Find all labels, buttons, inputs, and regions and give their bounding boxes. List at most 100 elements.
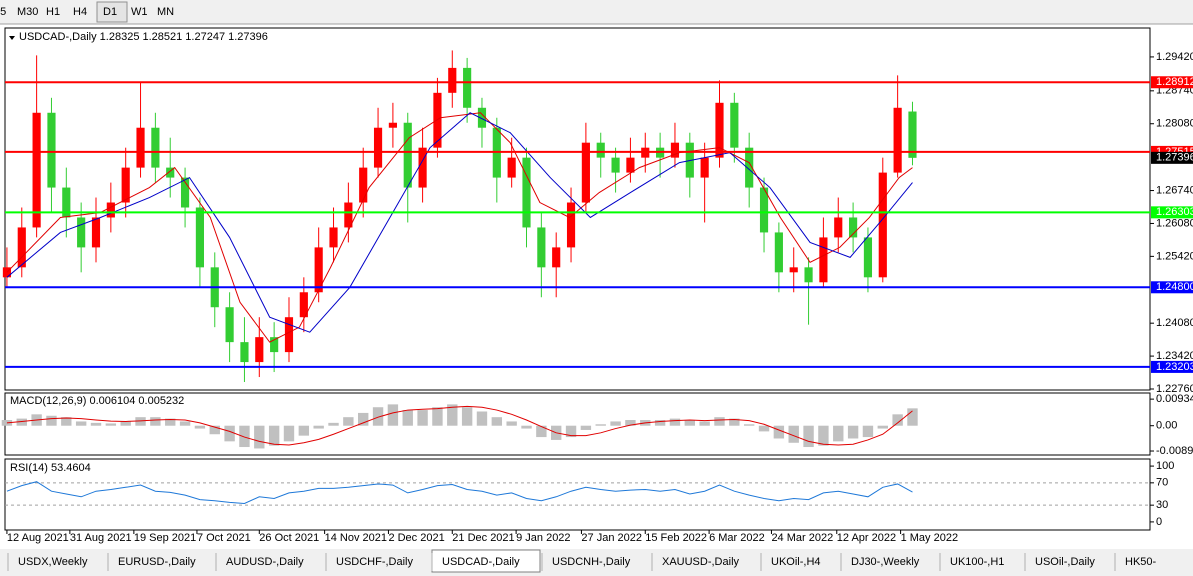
macd-bar xyxy=(358,412,369,426)
candle-body xyxy=(730,102,739,148)
candle-body xyxy=(255,337,264,363)
timeframe-button[interactable]: H4 xyxy=(73,6,87,18)
macd-bar xyxy=(625,420,636,426)
level-label: 1.26303 xyxy=(1156,206,1193,218)
candle-body xyxy=(774,232,783,273)
macd-bar xyxy=(239,425,250,448)
rsi-panel xyxy=(4,458,1151,531)
y-tick-label: 1.23420 xyxy=(1156,350,1193,362)
candle-body xyxy=(819,237,828,283)
candle-body xyxy=(388,122,397,128)
candle-body xyxy=(106,202,115,218)
macd-bar xyxy=(536,425,547,438)
rsi-line xyxy=(6,481,913,504)
tab[interactable]: USOil-,Daily xyxy=(1035,556,1095,568)
x-tick-label: 12 Aug 2021 xyxy=(7,532,69,544)
tab[interactable]: UK100-,H1 xyxy=(950,556,1004,568)
tab[interactable]: USDCNH-,Daily xyxy=(552,556,631,568)
y-tick-label: 1.25420 xyxy=(1156,250,1193,262)
tab[interactable]: USDCAD-,Daily xyxy=(442,556,520,568)
y-tick-label: 1.26740 xyxy=(1156,184,1193,196)
tab[interactable]: AUDUSD-,Daily xyxy=(226,556,304,568)
candle-body xyxy=(849,217,858,238)
level-label: 1.28912 xyxy=(1156,76,1193,88)
macd-panel xyxy=(4,392,1151,456)
y-tick-label: 1.24080 xyxy=(1156,317,1193,329)
candle-body xyxy=(552,247,561,268)
candle-body xyxy=(91,217,101,248)
candle-body xyxy=(581,142,590,203)
candle-body xyxy=(403,122,412,188)
candle-body xyxy=(433,92,442,148)
level-label-bg xyxy=(1151,281,1193,294)
timeframe-button[interactable]: M30 xyxy=(17,6,38,18)
candle-body xyxy=(121,167,130,203)
macd-bar xyxy=(669,418,681,426)
y-tick-label: -0.00890 xyxy=(1156,445,1193,457)
timeframe-button[interactable]: W1 xyxy=(131,6,148,18)
moving-average xyxy=(6,112,913,333)
tab[interactable]: DJ30-,Weekly xyxy=(851,556,920,568)
timeframe-button[interactable]: 15 xyxy=(0,6,6,18)
tab-bar xyxy=(0,549,1193,576)
macd-bar xyxy=(758,425,770,432)
y-tick-label: 100 xyxy=(1156,460,1174,472)
candle-body xyxy=(893,107,902,173)
candle-body xyxy=(225,307,234,343)
candle-body xyxy=(17,227,26,268)
candle-body xyxy=(136,127,145,168)
macd-bar xyxy=(298,425,310,436)
level-label-bg xyxy=(1151,76,1193,89)
timeframe-button[interactable]: D1 xyxy=(103,6,117,18)
y-tick-label: 70 xyxy=(1156,477,1168,489)
macd-bar xyxy=(150,417,161,426)
macd-bar xyxy=(833,425,844,442)
candle-body xyxy=(373,127,383,168)
candle-body xyxy=(463,67,472,108)
x-tick-label: 27 Jan 2022 xyxy=(581,532,642,544)
macd-bar xyxy=(565,425,577,438)
candle-body xyxy=(537,227,546,268)
y-tick-label: 1.22760 xyxy=(1156,383,1193,395)
macd-bar xyxy=(461,407,473,426)
timeframe-button[interactable]: MN xyxy=(157,6,174,18)
macd-bar xyxy=(714,417,725,426)
macd-bar xyxy=(61,417,72,426)
x-tick-label: 19 Sep 2021 xyxy=(134,532,196,544)
macd-bar xyxy=(743,424,755,426)
tab[interactable]: USDX,Weekly xyxy=(18,556,88,568)
macd-bar xyxy=(595,424,606,426)
macd-bar xyxy=(343,417,354,426)
candle-body xyxy=(878,172,887,278)
tab[interactable]: XAUUSD-,Daily xyxy=(662,556,740,568)
moving-average xyxy=(6,112,913,343)
timeframe-button[interactable]: H1 xyxy=(46,6,60,18)
candle-body xyxy=(77,217,86,248)
tab[interactable]: EURUSD-,Daily xyxy=(118,556,196,568)
candle-body xyxy=(522,157,531,228)
candle-body xyxy=(344,202,353,228)
y-tick-label: 0.009345 xyxy=(1156,393,1193,405)
tab[interactable]: USDCHF-,Daily xyxy=(336,556,414,568)
macd-bar xyxy=(877,425,888,429)
tab[interactable]: HK50- xyxy=(1125,556,1157,568)
candle-body xyxy=(418,147,427,188)
candle-body xyxy=(566,202,576,248)
chart-title: USDCAD-,Daily 1.28325 1.28521 1.27247 1.… xyxy=(19,31,268,43)
level-label: 1.24800 xyxy=(1156,281,1193,293)
macd-bar xyxy=(432,407,443,426)
x-tick-label: 6 Mar 2022 xyxy=(709,532,765,544)
candle-body xyxy=(62,187,71,218)
candle-body xyxy=(804,267,813,283)
y-tick-label: 0.00 xyxy=(1156,420,1177,432)
candle-body xyxy=(329,227,338,248)
macd-bar xyxy=(907,408,918,426)
macd-bar xyxy=(135,417,146,426)
macd-bar xyxy=(328,422,339,426)
candle-body xyxy=(32,112,41,228)
macd-bar xyxy=(580,425,592,430)
x-tick-label: 31 Aug 2021 xyxy=(70,532,132,544)
title-arrow xyxy=(9,36,15,40)
candle-body xyxy=(863,237,873,278)
tab[interactable]: UKOil-,H4 xyxy=(771,556,821,568)
